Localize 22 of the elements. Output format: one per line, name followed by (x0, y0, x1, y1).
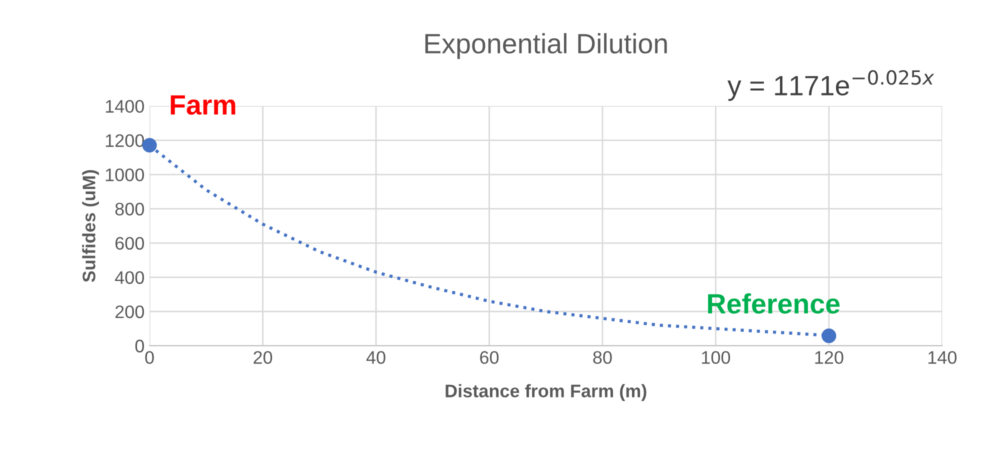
x-axis-title: Distance from Farm (m) (446, 384, 646, 401)
y-tick-label: 400 (114, 271, 144, 284)
annotation: Farm (170, 95, 236, 115)
x-tick-label: 80 (593, 351, 612, 364)
x-tick-label: 20 (254, 351, 272, 364)
x-tick-label: 140 (928, 351, 957, 364)
y-axis-title: Sulfides (uM) (82, 170, 99, 282)
x-tick-label: 60 (480, 351, 499, 364)
y-tick-label: 1400 (106, 100, 144, 113)
x-tick-label: 40 (366, 351, 386, 364)
y-tick-label: 800 (115, 202, 144, 216)
x-tick-label: 0 (145, 351, 154, 364)
chart-title: Exponential Dilution (425, 33, 667, 60)
y-tick-label: 0 (135, 340, 144, 352)
text: y = 1171e$^{−0.025x}$ (728, 70, 934, 101)
y-tick-label: 600 (115, 236, 144, 250)
y-tick-label: 1200 (106, 134, 144, 147)
annotation: Reference (708, 293, 840, 314)
x-tick-label: 120 (815, 351, 844, 364)
y-tick-label: 1000 (106, 168, 144, 182)
x-tick-label: 100 (702, 351, 730, 364)
y-tick-label: 200 (115, 305, 144, 318)
